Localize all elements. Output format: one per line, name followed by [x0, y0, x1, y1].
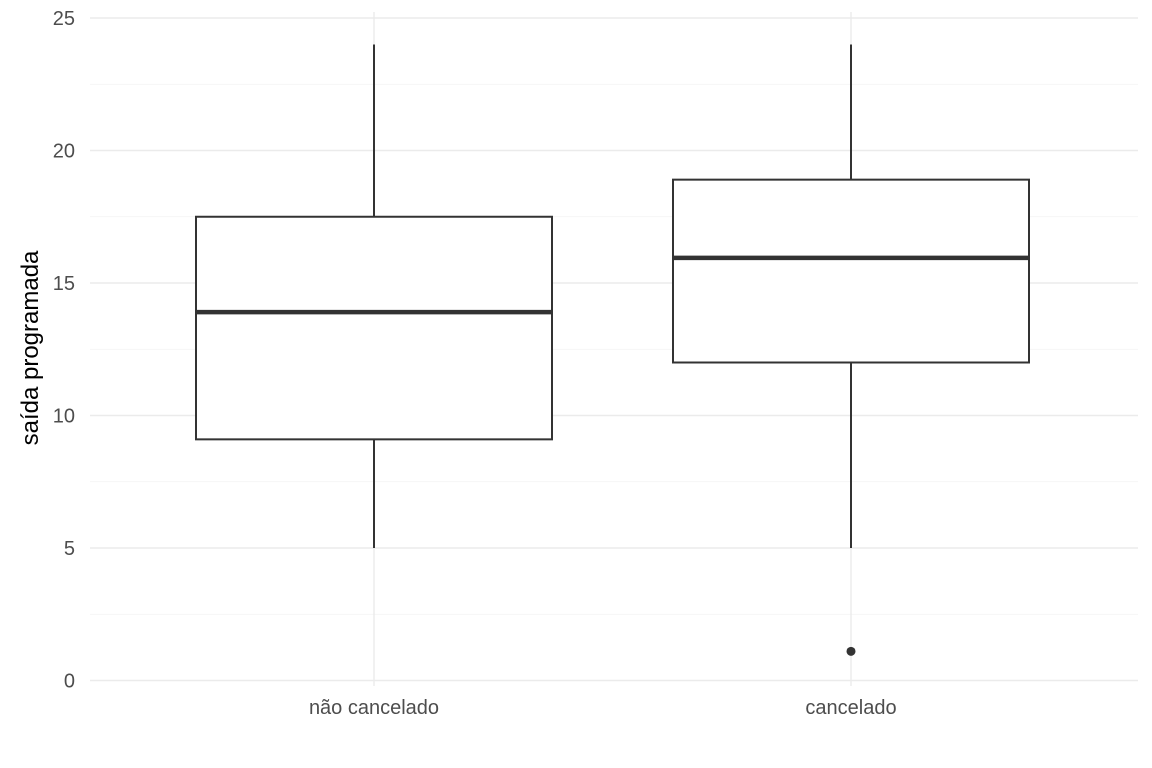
outlier-point	[846, 646, 856, 656]
y-tick-label: 0	[64, 671, 75, 693]
box-group	[672, 44, 1030, 656]
y-axis-title: saída programada	[17, 250, 44, 445]
box-iqr	[672, 178, 1030, 364]
boxes	[195, 44, 1030, 656]
y-tick-label: 20	[53, 141, 75, 163]
x-axis-ticks: não cancelado cancelado	[309, 697, 897, 719]
x-tick-label: não cancelado	[309, 697, 439, 719]
box-iqr	[195, 215, 553, 441]
y-tick-label: 5	[64, 538, 75, 560]
y-tick-label: 25	[53, 8, 75, 30]
y-tick-label: 15	[53, 273, 75, 295]
y-tick-label: 10	[53, 406, 75, 428]
box-group	[195, 44, 553, 548]
x-tick-label: cancelado	[805, 697, 896, 719]
y-axis-ticks: 0 5 10 15 20 25	[53, 8, 75, 693]
